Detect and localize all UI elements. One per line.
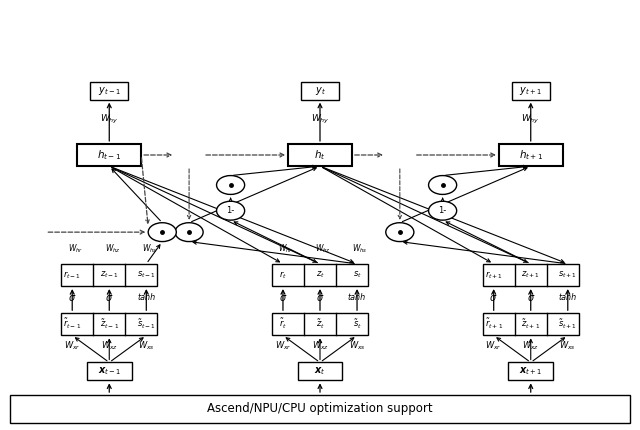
FancyBboxPatch shape (90, 82, 129, 100)
Text: $y_{t}$: $y_{t}$ (315, 85, 325, 97)
Circle shape (429, 175, 457, 194)
FancyBboxPatch shape (301, 82, 339, 100)
Text: $W_{hy}$: $W_{hy}$ (310, 113, 330, 126)
Text: $\tilde{z}_{t-1}$: $\tilde{z}_{t-1}$ (100, 318, 119, 331)
FancyBboxPatch shape (10, 395, 630, 423)
Text: $W_{xr}$: $W_{xr}$ (64, 339, 81, 352)
Text: $z_{t}$: $z_{t}$ (316, 270, 324, 280)
Circle shape (175, 223, 203, 242)
Text: $s_{t-1}$: $s_{t-1}$ (137, 270, 156, 280)
Text: $\tilde{z}_{t}$: $\tilde{z}_{t}$ (316, 318, 324, 331)
Text: $\sigma$: $\sigma$ (490, 293, 498, 303)
Text: $\sigma$: $\sigma$ (105, 293, 113, 303)
Text: $y_{t-1}$: $y_{t-1}$ (98, 85, 120, 97)
Text: tanh: tanh (137, 293, 156, 302)
FancyBboxPatch shape (511, 82, 550, 100)
Text: $\sigma$: $\sigma$ (527, 293, 535, 303)
Text: $y_{t+1}$: $y_{t+1}$ (520, 85, 542, 97)
Text: $\tilde{r}_{t-1}$: $\tilde{r}_{t-1}$ (63, 317, 81, 332)
Text: $W_{xr}$: $W_{xr}$ (275, 339, 291, 352)
Text: 1-: 1- (227, 206, 235, 215)
Text: $W_{xz}$: $W_{xz}$ (522, 339, 540, 352)
FancyBboxPatch shape (272, 264, 368, 286)
Text: $W_{hs}$: $W_{hs}$ (141, 242, 157, 255)
Text: $W_{hy}$: $W_{hy}$ (100, 113, 118, 126)
Text: $h_{t+1}$: $h_{t+1}$ (518, 148, 543, 162)
Text: $\tilde{r}_{t+1}$: $\tilde{r}_{t+1}$ (484, 317, 503, 332)
Text: $h_{t-1}$: $h_{t-1}$ (97, 148, 122, 162)
Text: $W_{hs}$: $W_{hs}$ (353, 242, 368, 255)
Text: $W_{hz}$: $W_{hz}$ (104, 242, 120, 255)
FancyBboxPatch shape (298, 362, 342, 381)
Text: $s_{t}$: $s_{t}$ (353, 270, 362, 280)
Text: tanh: tanh (348, 293, 366, 302)
FancyBboxPatch shape (499, 144, 563, 166)
Text: $W_{hr}$: $W_{hr}$ (278, 242, 294, 255)
Text: $W_{xs}$: $W_{xs}$ (349, 339, 365, 352)
Text: tanh: tanh (559, 293, 577, 302)
Circle shape (216, 175, 244, 194)
Text: $r_{t+1}$: $r_{t+1}$ (484, 269, 503, 281)
Text: $h_{t}$: $h_{t}$ (314, 148, 326, 162)
Circle shape (386, 223, 414, 242)
Text: $z_{t-1}$: $z_{t-1}$ (100, 270, 119, 280)
Text: $W_{hy}$: $W_{hy}$ (522, 113, 540, 126)
Text: Ascend/NPU/CPU optimization support: Ascend/NPU/CPU optimization support (207, 402, 433, 415)
Text: $\sigma$: $\sigma$ (68, 293, 76, 303)
Text: $\sigma$: $\sigma$ (279, 293, 287, 303)
Circle shape (148, 223, 176, 242)
FancyBboxPatch shape (61, 313, 157, 335)
Text: $\tilde{s}_{t}$: $\tilde{s}_{t}$ (353, 318, 362, 331)
Text: $\tilde{s}_{t-1}$: $\tilde{s}_{t-1}$ (137, 318, 156, 331)
Text: $\tilde{s}_{t+1}$: $\tilde{s}_{t+1}$ (558, 318, 577, 331)
FancyBboxPatch shape (272, 313, 368, 335)
FancyBboxPatch shape (483, 313, 579, 335)
FancyBboxPatch shape (288, 144, 352, 166)
Text: $W_{hz}$: $W_{hz}$ (316, 242, 331, 255)
Text: $W_{hr}$: $W_{hr}$ (68, 242, 83, 255)
Text: $\tilde{z}_{t+1}$: $\tilde{z}_{t+1}$ (521, 318, 540, 331)
FancyBboxPatch shape (77, 144, 141, 166)
Text: $\boldsymbol{x}_{t-1}$: $\boldsymbol{x}_{t-1}$ (97, 366, 121, 378)
Text: $W_{xs}$: $W_{xs}$ (138, 339, 155, 352)
Text: $z_{t+1}$: $z_{t+1}$ (521, 270, 540, 280)
Text: 1-: 1- (438, 206, 447, 215)
Text: $W_{xs}$: $W_{xs}$ (559, 339, 576, 352)
Circle shape (216, 201, 244, 220)
Text: $\boldsymbol{x}_{t+1}$: $\boldsymbol{x}_{t+1}$ (519, 366, 543, 378)
Circle shape (429, 201, 457, 220)
Text: $\sigma$: $\sigma$ (316, 293, 324, 303)
Text: $s_{t+1}$: $s_{t+1}$ (558, 270, 577, 280)
Text: $W_{xz}$: $W_{xz}$ (100, 339, 118, 352)
Text: $\boldsymbol{x}_{t}$: $\boldsymbol{x}_{t}$ (314, 366, 326, 378)
Text: $W_{xr}$: $W_{xr}$ (486, 339, 502, 352)
FancyBboxPatch shape (508, 362, 553, 381)
FancyBboxPatch shape (483, 264, 579, 286)
Text: $r_{t-1}$: $r_{t-1}$ (63, 269, 81, 281)
Text: $W_{xz}$: $W_{xz}$ (312, 339, 328, 352)
FancyBboxPatch shape (87, 362, 132, 381)
FancyBboxPatch shape (61, 264, 157, 286)
Text: $\tilde{r}_{t}$: $\tilde{r}_{t}$ (279, 317, 287, 332)
Text: $r_{t}$: $r_{t}$ (279, 269, 287, 281)
